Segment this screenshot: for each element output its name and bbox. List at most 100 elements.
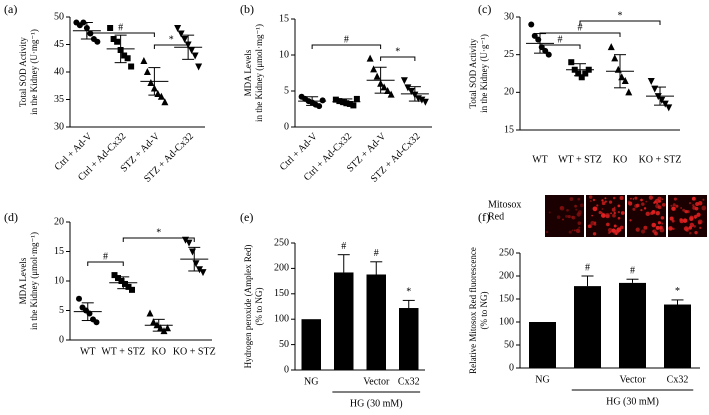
fluorescence-spot [592, 206, 598, 212]
fluorescence-spot [601, 213, 606, 218]
fluorescence-spot [693, 225, 696, 228]
fluorescence-spot [569, 197, 574, 201]
panel-label: (e) [240, 210, 253, 224]
data-point [575, 70, 582, 77]
y-tick-label: 200 [499, 270, 514, 281]
data-point [421, 98, 429, 106]
fluorescence-spot [641, 229, 646, 234]
y-tick-label: 5 [59, 305, 64, 316]
data-point [545, 51, 552, 58]
fluorescence-spot [661, 222, 664, 225]
fluorescence-spot [645, 211, 650, 217]
fluorescence-spot [613, 196, 616, 200]
data-point [150, 318, 157, 326]
fluorescence-spot [643, 207, 647, 210]
fluorescence-spot [668, 226, 673, 231]
panel-label: (a) [4, 2, 17, 16]
data-point [107, 25, 114, 31]
x-tick-label: NG [304, 376, 318, 387]
panel-label: (c) [478, 2, 491, 16]
x-tick-label: WT [80, 346, 96, 357]
fluorescence-spot [672, 203, 676, 207]
fluorescence-spot [566, 208, 569, 212]
y-tick-label: 45 [54, 39, 64, 50]
data-point [373, 72, 381, 80]
y-tick-label: 5 [284, 85, 289, 96]
significance-bracket [539, 44, 581, 49]
significance-label: * [395, 46, 400, 57]
data-point [196, 266, 203, 274]
significance-label: # [118, 22, 123, 33]
fluorescence-spot [669, 216, 674, 221]
y-axis-label: in the Kidney (μmol·mg⁻¹) [29, 232, 39, 330]
fluorescence-spot [592, 232, 597, 236]
fluorescence-spot [589, 200, 592, 203]
significance-bracket [122, 237, 195, 242]
significance-bracket [539, 32, 621, 37]
y-tick-label: 30 [504, 11, 514, 22]
data-point [531, 32, 538, 39]
y-tick-label: 150 [499, 293, 514, 304]
y-axis-label: Total SOD Activity [468, 38, 478, 108]
fluorescence-spot [611, 228, 616, 233]
fluorescence-spot [641, 202, 645, 206]
data-point [143, 68, 151, 75]
group-label: HG (30 mM) [606, 396, 659, 407]
y-tick-label: 250 [499, 247, 514, 258]
x-tick-label: KO [152, 346, 166, 357]
fluorescence-spot [702, 198, 705, 201]
fluorescence-spot [590, 220, 595, 226]
data-point [94, 38, 101, 45]
fluorescence-spot [610, 212, 613, 215]
fluorescence-spot [653, 201, 656, 204]
fluorescence-spot [612, 213, 616, 218]
fluorescence-spot [654, 231, 658, 236]
fluorescence-spot [683, 226, 689, 232]
fluorescence-spot [635, 203, 640, 208]
y-tick-label: 20 [504, 87, 514, 98]
fluorescence-spot [656, 202, 658, 205]
y-tick-label: 200 [274, 263, 289, 274]
data-point [146, 309, 154, 317]
fluorescence-spot [577, 197, 581, 201]
data-point [346, 100, 353, 107]
data-point [647, 78, 655, 86]
data-point [121, 52, 128, 59]
y-tick-label: 10 [54, 275, 64, 286]
fluorescence-spot [578, 226, 581, 229]
fluorescence-spot [683, 219, 686, 222]
fluorescence-spot [682, 208, 686, 212]
data-point [114, 38, 121, 45]
significance-label: # [630, 266, 635, 277]
x-tick-label: Vector [363, 376, 390, 387]
fluorescence-spot [617, 204, 621, 208]
fluorescence-spot [670, 204, 673, 207]
data-point [188, 47, 196, 54]
fluorescence-spot [689, 231, 692, 235]
fluorescence-spot [548, 211, 551, 214]
data-point [189, 248, 196, 256]
significance-label: # [344, 34, 349, 45]
panel-label: (b) [240, 2, 254, 16]
fluorescence-spot [577, 221, 582, 225]
data-point [336, 98, 343, 105]
significance-label: # [103, 251, 108, 262]
y-axis-label: Relative Mitosox Red fluorescence [468, 247, 478, 374]
fluorescence-spot [573, 229, 576, 232]
y-tick-label: 0 [284, 121, 289, 132]
data-point [578, 74, 585, 81]
fluorescence-spot [574, 204, 577, 208]
fluorescence-spot [629, 197, 632, 200]
fluorescence-spot [679, 218, 684, 224]
fluorescence-spot [598, 210, 602, 215]
significance-label: # [374, 248, 379, 259]
data-point [387, 90, 395, 98]
image-label: Mitosox [488, 199, 521, 210]
data-point [195, 63, 203, 71]
fluorescence-spot [617, 210, 621, 214]
fluorescence-spot [640, 198, 643, 202]
fluorescence-spot [696, 212, 701, 217]
fluorescence-spot [692, 204, 695, 207]
data-point [128, 63, 135, 70]
